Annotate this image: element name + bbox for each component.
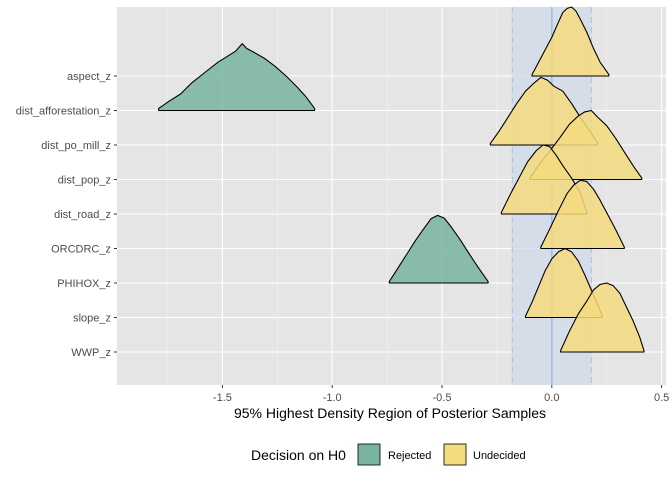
- legend-key-rejected: [357, 443, 381, 466]
- density-ridge-aspect-z: [531, 6, 610, 77]
- y-tick-label: dist_pop_z: [58, 175, 111, 187]
- x-tick-label: -1.5: [213, 392, 232, 404]
- y-tick-label: dist_afforestation_z: [16, 106, 111, 118]
- density-ridge-wwp-z: [560, 282, 645, 353]
- y-tick-label: PHIHOX_z: [57, 278, 111, 290]
- y-tick-label: aspect_z: [67, 71, 111, 83]
- legend-key-undecided: [443, 443, 467, 466]
- x-tick-label: 0.0: [544, 392, 559, 404]
- x-axis-title: 95% Highest Density Region of Posterior …: [234, 405, 546, 421]
- density-ridges: [158, 6, 645, 353]
- density-ridge-dist-afforestation-z: [158, 43, 316, 112]
- legend-label-rejected: Rejected: [388, 450, 431, 462]
- x-tick-label: -0.5: [433, 392, 452, 404]
- x-tick-label: 0.5: [654, 392, 669, 404]
- legend: Decision on H0 Rejected Undecided: [251, 443, 526, 466]
- y-axis: aspect_z dist_afforestation_z dist_po_mill…: [16, 71, 117, 359]
- legend-label-undecided: Undecided: [473, 450, 526, 462]
- y-tick-label: dist_po_mill_z: [41, 140, 111, 152]
- y-tick-label: ORCDRC_z: [51, 244, 111, 256]
- y-tick-label: WWP_z: [71, 347, 111, 359]
- legend-title: Decision on H0: [251, 447, 346, 463]
- density-ridge-phihox-z: [388, 214, 489, 284]
- density-ridge-orcdrc-z: [540, 179, 625, 250]
- x-tick-label: -1.0: [323, 392, 342, 404]
- y-tick-label: slope_z: [73, 313, 111, 325]
- x-axis: -1.5 -1.0 -0.5 0.0 0.5: [213, 385, 669, 404]
- y-tick-label: dist_road_z: [54, 209, 111, 221]
